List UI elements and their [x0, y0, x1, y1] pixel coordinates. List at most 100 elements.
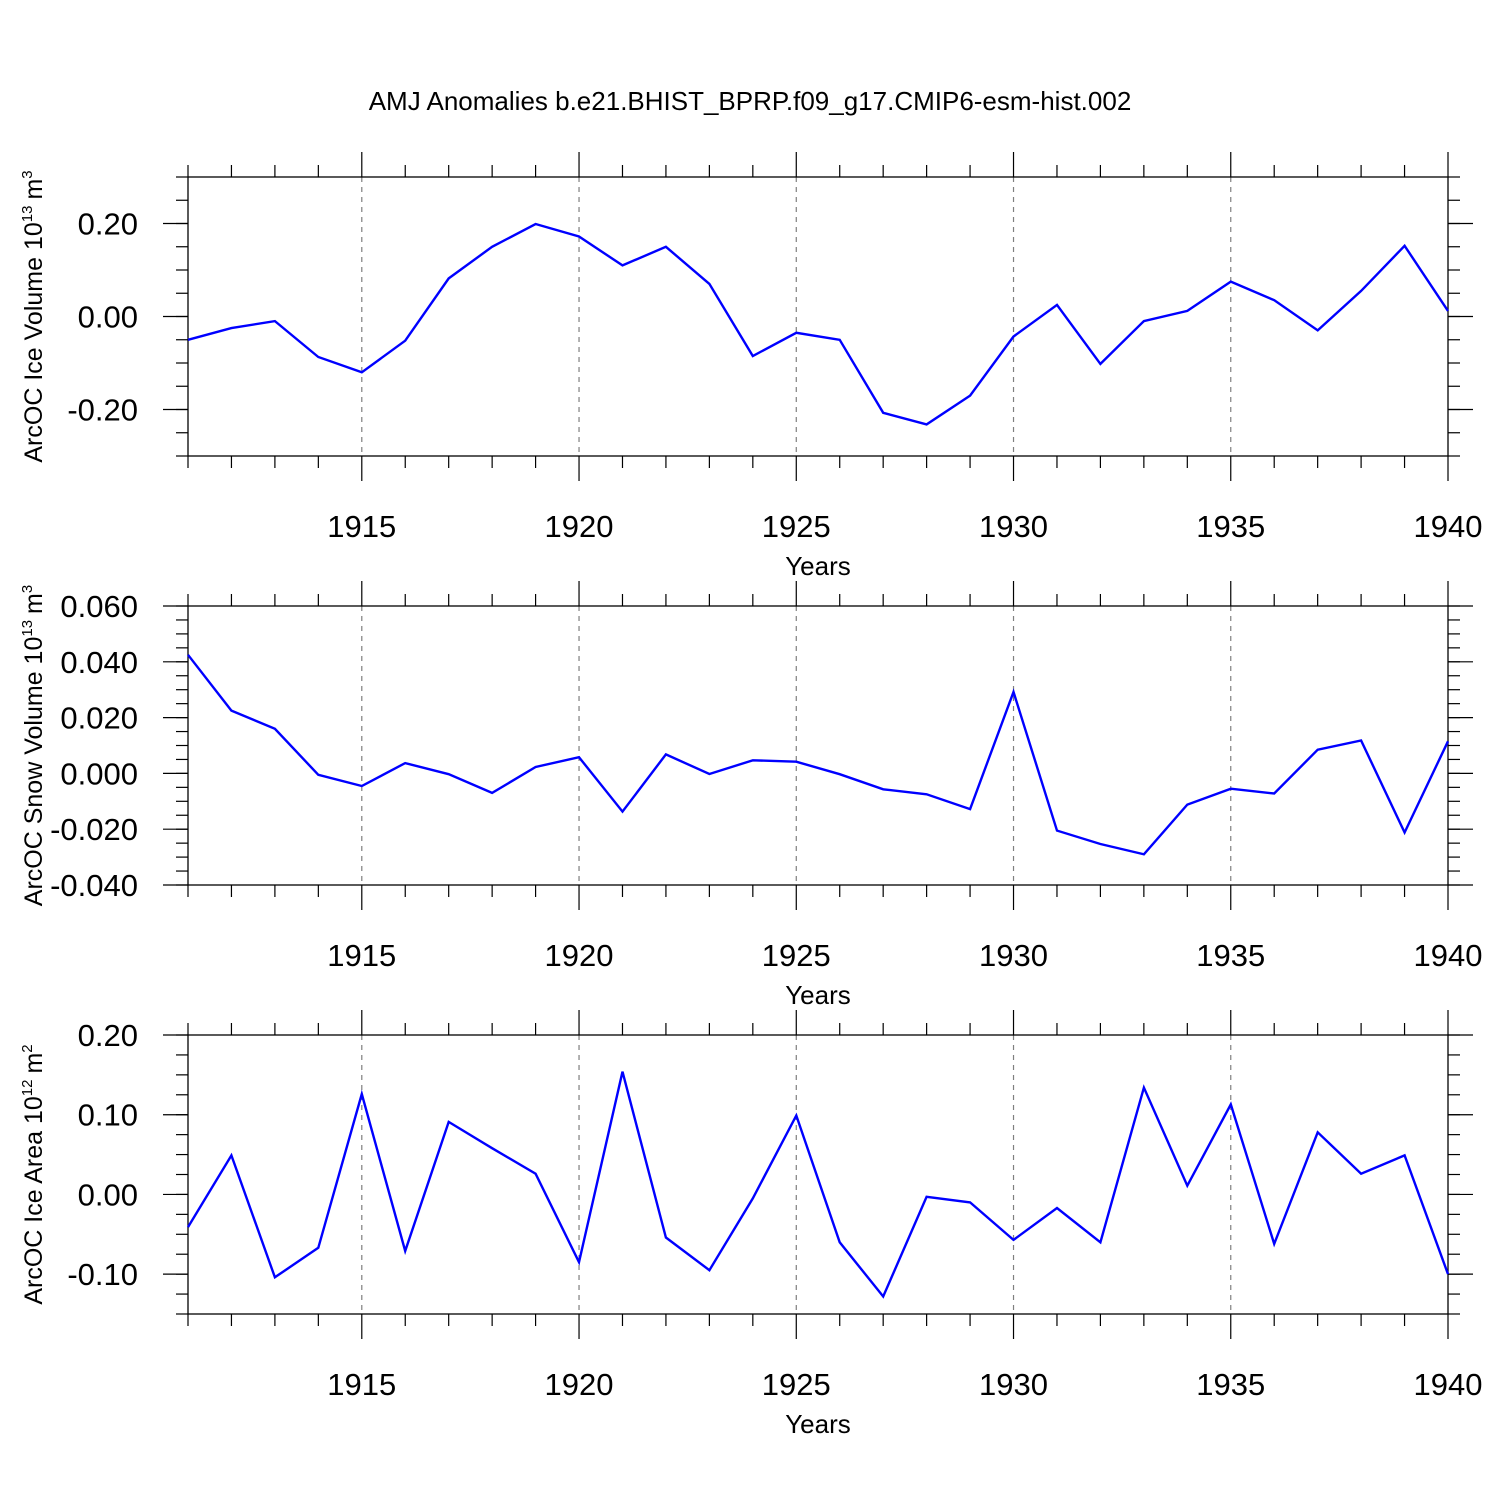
- y-tick-label: 0.10: [78, 1098, 138, 1133]
- x-tick-label: 1925: [762, 1367, 831, 1402]
- data-point: [534, 766, 536, 768]
- plot-frame: [187, 176, 1449, 457]
- figure-title: AMJ Anomalies b.e21.BHIST_BPRP.f09_g17.C…: [369, 86, 1132, 116]
- data-point: [839, 339, 841, 341]
- data-point: [795, 760, 797, 762]
- data-point: [839, 1241, 841, 1243]
- data-point: [1186, 1184, 1188, 1186]
- y-tick-label: 0.20: [78, 1018, 138, 1053]
- data-point: [1186, 310, 1188, 312]
- data-point: [1230, 788, 1232, 790]
- y-tick-label: 0.040: [60, 645, 138, 680]
- x-tick-label: 1935: [1196, 509, 1265, 544]
- data-point: [1143, 1086, 1145, 1088]
- x-tick-label: 1935: [1196, 938, 1265, 973]
- x-tick-label: 1930: [979, 509, 1048, 544]
- data-point: [230, 1154, 232, 1156]
- x-tick-label: 1940: [1414, 509, 1483, 544]
- y-tick-label: 0.060: [60, 589, 138, 624]
- data-point: [578, 756, 580, 758]
- data-point: [1012, 1239, 1014, 1241]
- y-tick-label: -0.040: [50, 868, 138, 903]
- data-point: [795, 1114, 797, 1116]
- x-axis-label: Years: [785, 980, 851, 1010]
- data-point: [447, 277, 449, 279]
- data-point: [1230, 1103, 1232, 1105]
- x-tick-label: 1935: [1196, 1367, 1265, 1402]
- data-point: [708, 283, 710, 285]
- x-tick-label: 1930: [979, 938, 1048, 973]
- data-point: [752, 1197, 754, 1199]
- series-line: [187, 222, 1449, 426]
- data-point: [1012, 691, 1014, 693]
- data-point: [274, 728, 276, 730]
- data-point: [404, 1250, 406, 1252]
- data-point: [1143, 853, 1145, 855]
- data-point: [361, 785, 363, 787]
- data-point: [1273, 299, 1275, 301]
- data-point: [882, 412, 884, 414]
- data-point: [1360, 739, 1362, 741]
- x-tick-label: 1930: [979, 1367, 1048, 1402]
- x-tick-label: 1925: [762, 509, 831, 544]
- data-point: [274, 1276, 276, 1278]
- data-point: [1012, 335, 1014, 337]
- y-tick-label: -0.10: [67, 1257, 138, 1292]
- data-point: [187, 339, 189, 341]
- data-point: [665, 246, 667, 248]
- data-point: [925, 423, 927, 425]
- data-point: [187, 654, 189, 656]
- data-point: [1273, 1243, 1275, 1245]
- data-point: [752, 355, 754, 357]
- plot-frame: [187, 605, 1449, 886]
- data-point: [621, 1070, 623, 1072]
- data-point: [1056, 1207, 1058, 1209]
- data-point: [317, 1247, 319, 1249]
- data-point: [404, 762, 406, 764]
- data-point: [621, 264, 623, 266]
- data-point: [491, 246, 493, 248]
- data-point: [1273, 792, 1275, 794]
- data-point: [317, 356, 319, 358]
- x-axis-label: Years: [785, 551, 851, 581]
- y-tick-label: -0.020: [50, 812, 138, 847]
- y-tick-label: 0.00: [78, 300, 138, 335]
- data-point: [1230, 280, 1232, 282]
- data-point: [882, 1295, 884, 1297]
- data-point: [969, 1201, 971, 1203]
- data-point: [708, 1269, 710, 1271]
- series-line: [187, 654, 1450, 856]
- y-axis-label: ArcOC Snow Volume 1013m3: [19, 585, 48, 906]
- data-point: [1316, 1131, 1318, 1133]
- x-tick-label: 1915: [327, 938, 396, 973]
- series-line: [186, 1071, 1450, 1299]
- data-point: [665, 1236, 667, 1238]
- data-point: [1099, 843, 1101, 845]
- x-tick-label: 1920: [545, 1367, 614, 1402]
- data-point: [969, 808, 971, 810]
- data-point: [925, 793, 927, 795]
- plot-frame: [187, 1034, 1449, 1315]
- x-tick-label: 1940: [1414, 938, 1483, 973]
- data-point: [665, 753, 667, 755]
- data-point: [1403, 1154, 1405, 1156]
- data-point: [1360, 290, 1362, 292]
- x-tick-label: 1940: [1414, 1367, 1483, 1402]
- data-point: [1447, 740, 1449, 742]
- data-point: [491, 1147, 493, 1149]
- data-point: [447, 1121, 449, 1123]
- data-point: [1186, 803, 1188, 805]
- x-tick-label: 1915: [327, 509, 396, 544]
- y-axis-label: ArcOC Ice Area 1012m2: [19, 1044, 48, 1304]
- panel-2: 1915 1920 1925 1930 1935 1940 -0.040 -0.020 0.00…: [19, 581, 1482, 1010]
- data-point: [534, 223, 536, 225]
- data-point: [1447, 310, 1449, 312]
- data-point: [491, 792, 493, 794]
- data-point: [1056, 304, 1058, 306]
- data-point: [404, 339, 406, 341]
- x-axis-label: Years: [785, 1409, 851, 1439]
- data-point: [1447, 1273, 1449, 1275]
- data-point: [752, 759, 754, 761]
- data-point: [578, 1261, 580, 1263]
- data-point: [1403, 831, 1405, 833]
